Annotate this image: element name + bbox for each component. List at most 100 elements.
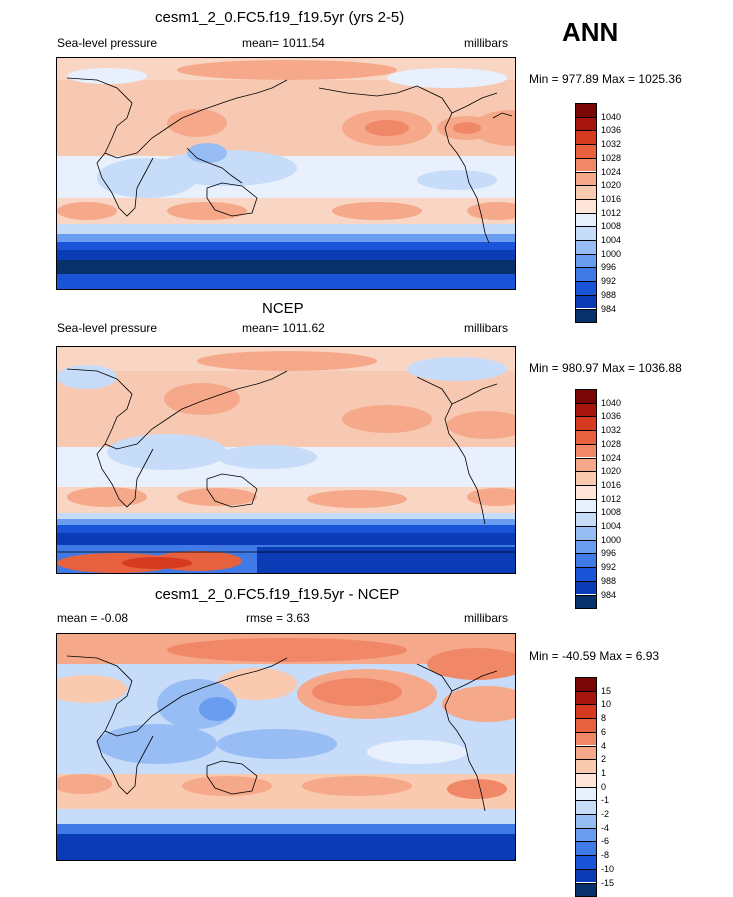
colorbar-cell bbox=[575, 416, 597, 431]
colorbar-cell bbox=[575, 855, 597, 869]
colorbar-cell bbox=[575, 690, 597, 705]
season-label: ANN bbox=[562, 17, 619, 47]
colorbar-tick-label: 1040 bbox=[601, 397, 622, 408]
colorbar-cell bbox=[575, 745, 597, 760]
colorbar-tick-label: 1008 bbox=[601, 507, 622, 518]
colorbar-cell bbox=[575, 704, 597, 719]
colorbar-cell bbox=[575, 116, 597, 131]
panel2-map bbox=[56, 346, 516, 574]
colorbar-tick-label: 2 bbox=[601, 754, 607, 765]
panel1-title: cesm1_2_0.FC5.f19_f19.5yr (yrs 2-5) bbox=[155, 9, 405, 26]
colorbar-tick-label: 6 bbox=[601, 726, 607, 737]
colorbar-frame bbox=[575, 677, 597, 897]
colorbar-cell bbox=[575, 580, 597, 595]
colorbar-cell bbox=[575, 430, 597, 444]
colorbar-tick-label: 15 bbox=[601, 685, 612, 696]
colorbar-tick-label: 1012 bbox=[601, 207, 622, 218]
colorbar-tick-label: -15 bbox=[601, 877, 615, 888]
colorbar-tick-label: 1024 bbox=[601, 166, 622, 177]
colorbar-cell bbox=[575, 457, 597, 472]
colorbar-tick-label: 1004 bbox=[601, 521, 622, 531]
colorbar-tick-label: 1036 bbox=[601, 125, 622, 136]
panel3-map bbox=[56, 633, 516, 861]
colorbar-tick-label: 988 bbox=[601, 575, 617, 586]
colorbar-cell bbox=[575, 512, 597, 526]
colorbar-tick-label: 10 bbox=[601, 699, 612, 710]
colorbar-tick-label: -6 bbox=[601, 836, 610, 847]
colorbar-tick-label: 1028 bbox=[601, 152, 622, 163]
panel1-units-label: millibars bbox=[464, 36, 509, 50]
colorbar-cell bbox=[575, 253, 597, 268]
colorbar-tick-label: 1020 bbox=[601, 180, 622, 191]
colorbar-cell bbox=[575, 498, 597, 513]
colorbar-cell bbox=[575, 594, 597, 609]
colorbar-cell bbox=[575, 814, 597, 828]
colorbar-cell bbox=[575, 267, 597, 282]
colorbar-tick-label: 1024 bbox=[601, 452, 622, 463]
colorbar-cell bbox=[575, 185, 597, 199]
colorbar-tick-label: -2 bbox=[601, 809, 610, 819]
colorbar-tick-label: -10 bbox=[601, 863, 615, 874]
colorbar-tick-label: 996 bbox=[601, 548, 617, 559]
panel2-title: NCEP bbox=[262, 300, 304, 317]
panel1-map-field bbox=[57, 58, 515, 289]
colorbar-tick-label: 4 bbox=[601, 740, 607, 751]
colorbar-cell bbox=[575, 827, 597, 842]
colorbar-cell bbox=[575, 772, 597, 787]
colorbar-cell bbox=[575, 212, 597, 227]
panel3-title: cesm1_2_0.FC5.f19_f19.5yr - NCEP bbox=[155, 586, 400, 603]
colorbar-tick-label: -4 bbox=[601, 822, 610, 833]
colorbar-tick-label: 1016 bbox=[601, 479, 622, 490]
colorbar-cell bbox=[575, 759, 597, 773]
colorbar-frame bbox=[575, 389, 597, 610]
colorbar-frame bbox=[575, 103, 597, 324]
colorbar-tick-label: 1032 bbox=[601, 139, 622, 150]
colorbar-tick-label: -1 bbox=[601, 795, 610, 806]
colorbar-cell bbox=[575, 171, 597, 186]
colorbar-cell bbox=[575, 731, 597, 746]
panel2-variable-label: Sea-level pressure bbox=[57, 321, 158, 335]
colorbar-tick-label: 1040 bbox=[601, 111, 622, 122]
colorbar-cell bbox=[575, 198, 597, 213]
panel3-rmse-label: rmse = 3.63 bbox=[246, 611, 310, 625]
panel1-minmax-label: Min = 977.89 Max = 1025.36 bbox=[529, 72, 682, 86]
colorbar-cell bbox=[575, 443, 597, 458]
colorbar-cell bbox=[575, 294, 597, 309]
panel3-map-field bbox=[57, 634, 515, 860]
colorbar-tick-label: 1 bbox=[601, 767, 607, 778]
colorbar-tick-label: 1000 bbox=[601, 534, 622, 545]
panel2-mean-label: mean= 1011.62 bbox=[242, 321, 325, 335]
panel1-mean-label: mean= 1011.54 bbox=[242, 36, 325, 50]
panel2-map-field bbox=[57, 347, 515, 573]
panel1-variable-label: Sea-level pressure bbox=[57, 36, 158, 50]
colorbar-tick-label: 1016 bbox=[601, 193, 622, 204]
colorbar-tick-label: 1020 bbox=[601, 466, 622, 477]
colorbar-cell bbox=[575, 800, 597, 814]
colorbar-tick-label: 984 bbox=[601, 303, 617, 314]
panel2-units-label: millibars bbox=[464, 321, 509, 335]
panel3-mean-label: mean = -0.08 bbox=[57, 611, 129, 625]
colorbar-tick-label: 0 bbox=[601, 781, 607, 792]
colorbar-cell bbox=[575, 402, 597, 417]
colorbar-cell bbox=[575, 539, 597, 554]
colorbar-cell bbox=[575, 841, 597, 856]
colorbar-cell bbox=[575, 567, 597, 581]
colorbar-tick-label: 1036 bbox=[601, 411, 622, 422]
colorbar-tick-label: 1000 bbox=[601, 248, 622, 259]
colorbar-cell bbox=[575, 157, 597, 172]
colorbar-cell bbox=[575, 144, 597, 158]
colorbar-tick-label: 1028 bbox=[601, 438, 622, 449]
colorbar-tick-label: 1012 bbox=[601, 493, 622, 504]
colorbar-tick-label: 8 bbox=[601, 713, 607, 724]
colorbar-cell bbox=[575, 553, 597, 568]
colorbar-tick-label: 1032 bbox=[601, 425, 622, 436]
colorbar-cell bbox=[575, 526, 597, 540]
colorbar-cell bbox=[575, 484, 597, 499]
colorbar-cell bbox=[575, 786, 597, 801]
colorbar-tick-label: 996 bbox=[601, 262, 617, 273]
panel2-minmax-label: Min = 980.97 Max = 1036.88 bbox=[529, 361, 682, 375]
colorbar-cell bbox=[575, 308, 597, 323]
colorbar-tick-label: 992 bbox=[601, 562, 617, 573]
panel3-minmax-label: Min = -40.59 Max = 6.93 bbox=[529, 649, 660, 663]
colorbar-tick-label: 1008 bbox=[601, 221, 622, 232]
